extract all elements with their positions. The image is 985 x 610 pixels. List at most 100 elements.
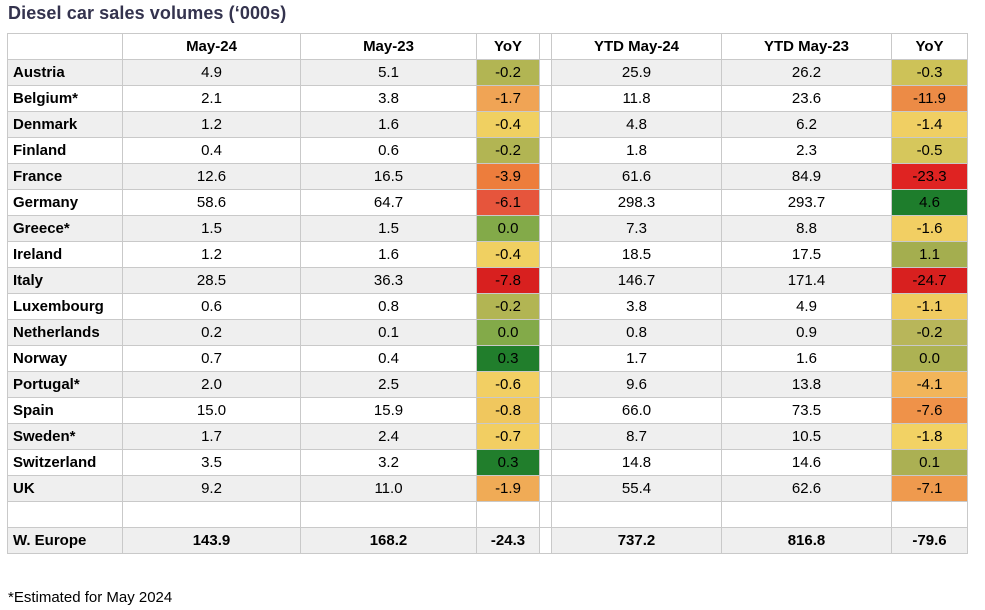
value-cell: 1.6 [300,111,477,138]
row-label: Italy [7,267,123,294]
value-cell: 0.3 [476,449,540,476]
value-cell: 64.7 [300,189,477,216]
value-cell: 14.6 [721,449,892,476]
row-label: Netherlands [7,319,123,346]
row-label: Switzerland [7,449,123,476]
table-row: France 12.6 16.5 -3.9 61.6 84.9 -23.3 [7,163,968,190]
row-label: France [7,163,123,190]
value-cell: 55.4 [551,475,722,502]
value-cell: 143.9 [122,527,301,554]
spacer-cell [539,293,552,320]
value-cell: 0.0 [891,345,968,372]
blank-row [7,501,968,528]
spacer-cell [539,475,552,502]
value-cell: -1.8 [891,423,968,450]
header-yoy: YoY [476,33,540,60]
value-cell [476,501,540,528]
value-cell: 0.0 [476,319,540,346]
value-cell: -1.9 [476,475,540,502]
value-cell: 3.5 [122,449,301,476]
value-cell: 737.2 [551,527,722,554]
table-row: Netherlands 0.2 0.1 0.0 0.8 0.9 -0.2 [7,319,968,346]
value-cell: 1.5 [300,215,477,242]
table-row: Belgium* 2.1 3.8 -1.7 11.8 23.6 -11.9 [7,85,968,112]
value-cell: -24.7 [891,267,968,294]
value-cell: 62.6 [721,475,892,502]
value-cell: 17.5 [721,241,892,268]
value-cell: 0.8 [551,319,722,346]
value-cell: 0.0 [476,215,540,242]
value-cell: -1.4 [891,111,968,138]
header-country [7,33,123,60]
value-cell: 18.5 [551,241,722,268]
value-cell: -0.6 [476,371,540,398]
value-cell: 23.6 [721,85,892,112]
table-row: Switzerland 3.5 3.2 0.3 14.8 14.6 0.1 [7,449,968,476]
value-cell: 10.5 [721,423,892,450]
value-cell: 2.1 [122,85,301,112]
diesel-sales-table: May-24 May-23 YoY YTD May-24 YTD May-23 … [7,33,968,554]
value-cell: 0.6 [122,293,301,320]
value-cell: -3.9 [476,163,540,190]
value-cell: 1.7 [122,423,301,450]
value-cell: 293.7 [721,189,892,216]
value-cell: 1.2 [122,241,301,268]
row-label: Finland [7,137,123,164]
value-cell: 298.3 [551,189,722,216]
value-cell: 12.6 [122,163,301,190]
value-cell: -0.8 [476,397,540,424]
value-cell: 2.4 [300,423,477,450]
value-cell: 1.8 [551,137,722,164]
spacer-cell [539,267,552,294]
spacer-cell [539,371,552,398]
header-ytd-may-23: YTD May-23 [721,33,892,60]
value-cell: -0.3 [891,59,968,86]
row-label [7,501,123,528]
value-cell: -1.6 [891,215,968,242]
spacer-cell [539,527,552,554]
header-may-24: May-24 [122,33,301,60]
row-label: Denmark [7,111,123,138]
header-spacer [539,33,552,60]
spacer-cell [539,163,552,190]
value-cell: 1.6 [721,345,892,372]
row-label: Germany [7,189,123,216]
value-cell [551,501,722,528]
value-cell: -23.3 [891,163,968,190]
footnote: *Estimated for May 2024 [8,589,173,606]
row-label: Ireland [7,241,123,268]
value-cell: 0.4 [122,137,301,164]
table-row: Denmark 1.2 1.6 -0.4 4.8 6.2 -1.4 [7,111,968,138]
value-cell: 816.8 [721,527,892,554]
spacer-cell [539,111,552,138]
value-cell: 0.1 [300,319,477,346]
value-cell: 0.8 [300,293,477,320]
value-cell: 0.4 [300,345,477,372]
spacer-cell [539,319,552,346]
value-cell [122,501,301,528]
value-cell: 26.2 [721,59,892,86]
value-cell: 58.6 [122,189,301,216]
row-label: Austria [7,59,123,86]
table-row: Greece* 1.5 1.5 0.0 7.3 8.8 -1.6 [7,215,968,242]
value-cell: 14.8 [551,449,722,476]
value-cell: 3.2 [300,449,477,476]
row-label: Belgium* [7,85,123,112]
value-cell: 3.8 [551,293,722,320]
spacer-cell [539,215,552,242]
value-cell [300,501,477,528]
table-row: Austria 4.9 5.1 -0.2 25.9 26.2 -0.3 [7,59,968,86]
value-cell: 171.4 [721,267,892,294]
spacer-cell [539,59,552,86]
row-label: Portugal* [7,371,123,398]
value-cell: -4.1 [891,371,968,398]
value-cell: -0.7 [476,423,540,450]
table-row: UK 9.2 11.0 -1.9 55.4 62.6 -7.1 [7,475,968,502]
value-cell: 4.9 [721,293,892,320]
value-cell [721,501,892,528]
spacer-cell [539,397,552,424]
table-body: Austria 4.9 5.1 -0.2 25.9 26.2 -0.3 Belgium* 2.1… [7,59,968,554]
value-cell: -24.3 [476,527,540,554]
value-cell: 4.9 [122,59,301,86]
